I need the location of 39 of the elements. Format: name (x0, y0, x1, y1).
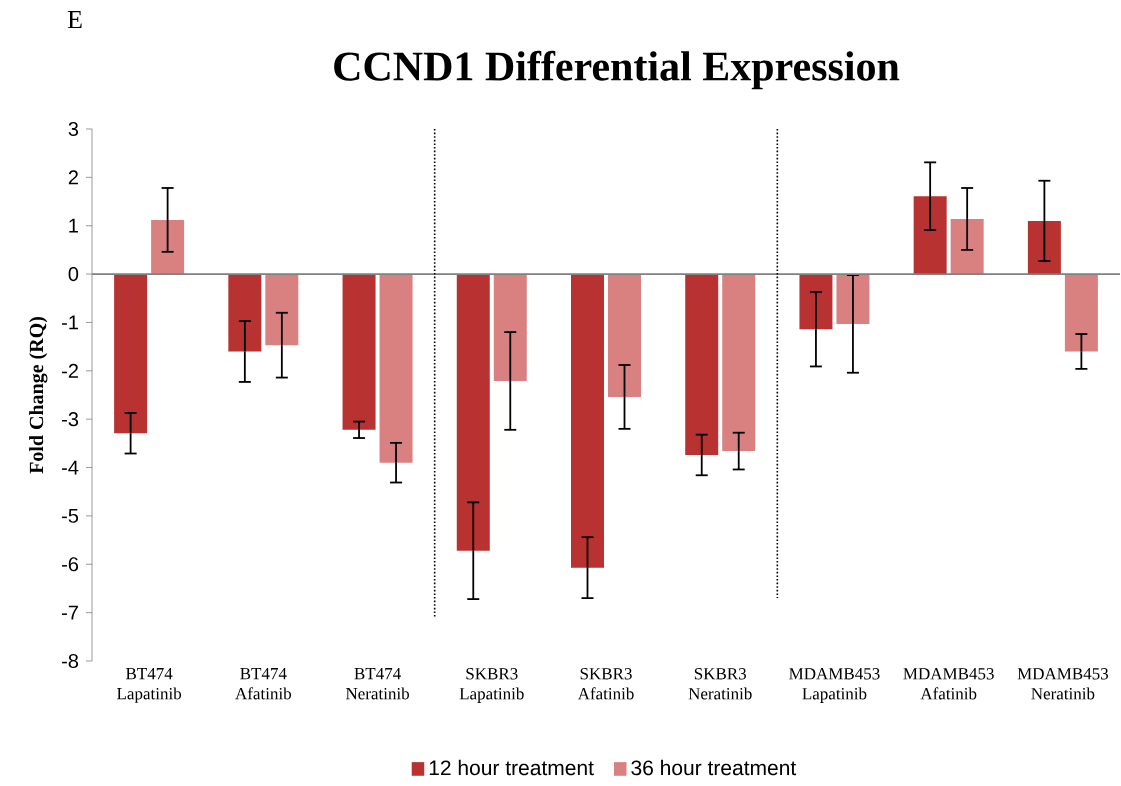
x-tick-label: BT474 Lapatinib (117, 668, 182, 703)
y-tick-label: -4 (62, 460, 79, 475)
text: E (67, 11, 82, 29)
bar (493, 274, 527, 381)
y-tick-label: 3 (68, 121, 79, 137)
x-tick-label: MDAMB453 Neratinib (1017, 668, 1109, 700)
bar (722, 274, 756, 452)
y-tick-label: -7 (62, 605, 78, 620)
bar (456, 274, 490, 551)
bar (265, 274, 299, 346)
x-tick-label: SKBR3 Neratinib (688, 668, 752, 700)
bar (228, 274, 262, 352)
bar (1064, 274, 1098, 352)
y-tick-label: 2 (68, 170, 78, 185)
bar (607, 274, 641, 397)
bar (913, 196, 947, 275)
legend-label: 12 hour treatment (429, 759, 594, 776)
x-tick-label: BT474 Neratinib (345, 668, 410, 700)
y-tick-label: -8 (62, 653, 79, 669)
y-tick-label: 1 (69, 218, 78, 233)
x-tick-label: SKBR3 Afatinib (577, 668, 634, 700)
bar (379, 274, 413, 463)
chart-title: CCND1 Differential Expression (334, 50, 900, 90)
bar (114, 274, 148, 434)
y-tick-label: -2 (62, 363, 78, 378)
y-axis-title: Fold Change (RQ) (29, 316, 48, 474)
x-tick-label: MDAMB453 Afatinib (903, 668, 994, 700)
bar (685, 274, 719, 455)
y-tick-label: 0 (68, 266, 79, 282)
x-tick-label: MDAMB453 Lapatinib (789, 668, 880, 703)
bar (571, 274, 604, 568)
y-tick-label: -6 (62, 557, 79, 572)
x-tick-label: BT474 Afatinib (235, 668, 292, 700)
y-tick-label: -1 (62, 315, 78, 330)
bar (342, 274, 376, 430)
y-tick-label: -3 (62, 412, 79, 427)
legend-label: 36 hour treatment (631, 759, 797, 776)
y-tick-label: -5 (62, 508, 79, 523)
x-tick-label: SKBR3 Lapatinib (459, 668, 524, 703)
